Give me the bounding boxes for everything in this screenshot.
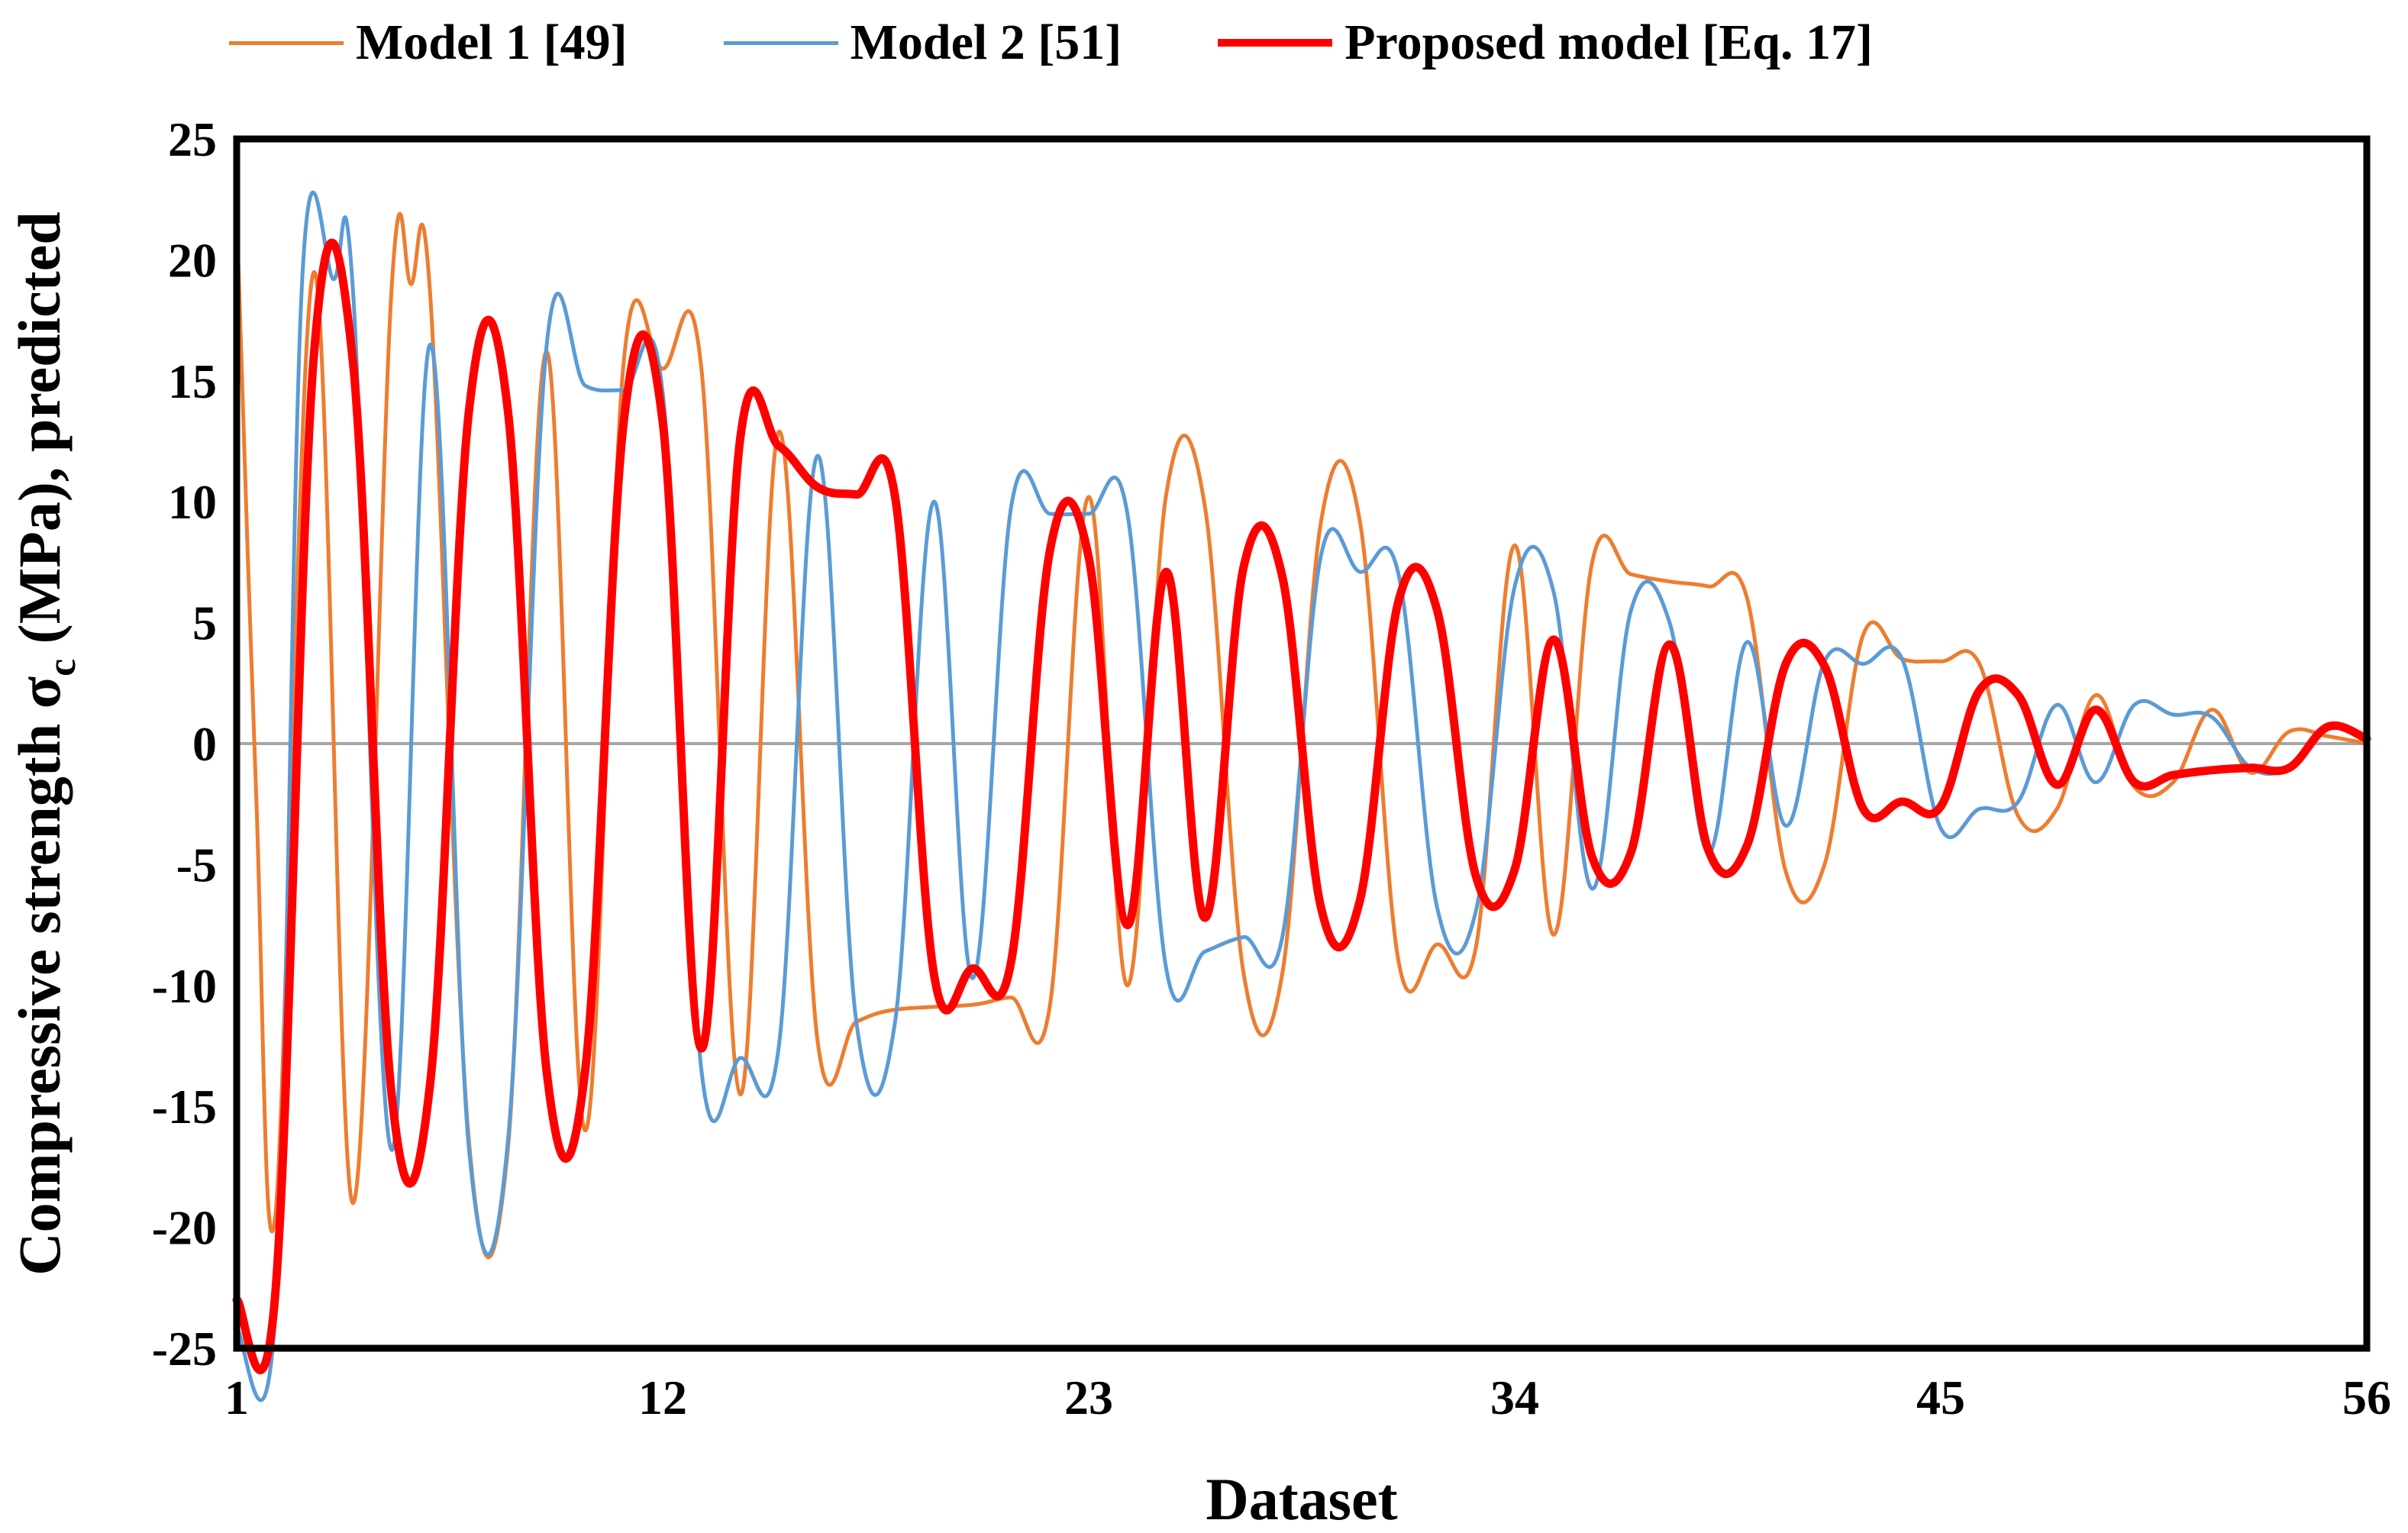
x-tick-label: 12 <box>638 1370 687 1425</box>
y-tick-label: 15 <box>168 354 217 408</box>
legend-swatch-proposed-model <box>1218 39 1333 47</box>
y-tick-label: -10 <box>152 959 217 1013</box>
legend-item-model-1: Model 1 [49] <box>229 14 628 72</box>
x-tick-label: 56 <box>2342 1370 2391 1425</box>
y-tick-label: 25 <box>168 112 217 166</box>
x-axis-title: Dataset <box>1206 1466 1397 1532</box>
y-tick-label: -15 <box>152 1080 217 1134</box>
legend-item-model-2: Model 2 [51] <box>723 14 1122 72</box>
series-layer <box>232 190 2371 1402</box>
legend-label-model-2: Model 2 [51] <box>850 15 1122 70</box>
legend-item-proposed-model: Proposed model [Eq. 17] <box>1218 14 1873 72</box>
legend-swatch-model-1 <box>229 40 344 45</box>
series-line-proposed-model <box>232 238 2371 1374</box>
x-tick-labels: 1 12 23 34 45 56 <box>224 1370 2391 1425</box>
x-tick-label: 1 <box>224 1370 249 1425</box>
y-tick-label: 0 <box>192 717 217 771</box>
x-tick-label: 34 <box>1490 1370 1539 1425</box>
y-tick-labels: 25 20 15 10 5 0 -5 -10 -15 -20 -25 <box>152 112 217 1376</box>
y-axis-title-subscript: c <box>40 659 84 676</box>
legend: Model 1 [49] Model 2 [51] Proposed model… <box>229 11 1969 75</box>
y-tick-label: -5 <box>176 838 217 892</box>
y-tick-label: 5 <box>192 596 217 650</box>
x-tick-label: 23 <box>1064 1370 1113 1425</box>
series-line-model-1 <box>234 209 2369 1260</box>
legend-label-model-1: Model 1 [49] <box>356 15 628 70</box>
plot-area-frame <box>233 135 2371 1352</box>
legend-swatch-model-2 <box>723 40 838 45</box>
y-tick-label: -20 <box>152 1201 217 1255</box>
y-axis-title-rest: (MPa), predicted <box>6 211 73 659</box>
x-tick-label: 45 <box>1916 1370 1965 1425</box>
y-tick-label: -25 <box>152 1322 217 1376</box>
series-line-model-2 <box>234 190 2369 1402</box>
y-axis-title-main: Compressive strength σ <box>6 676 73 1276</box>
y-tick-label: 10 <box>168 475 217 529</box>
y-tick-label: 20 <box>168 233 217 287</box>
legend-label-proposed-model: Proposed model [Eq. 17] <box>1344 15 1873 70</box>
y-axis-title: Compressive strength σc (MPa), predicted <box>6 211 84 1276</box>
